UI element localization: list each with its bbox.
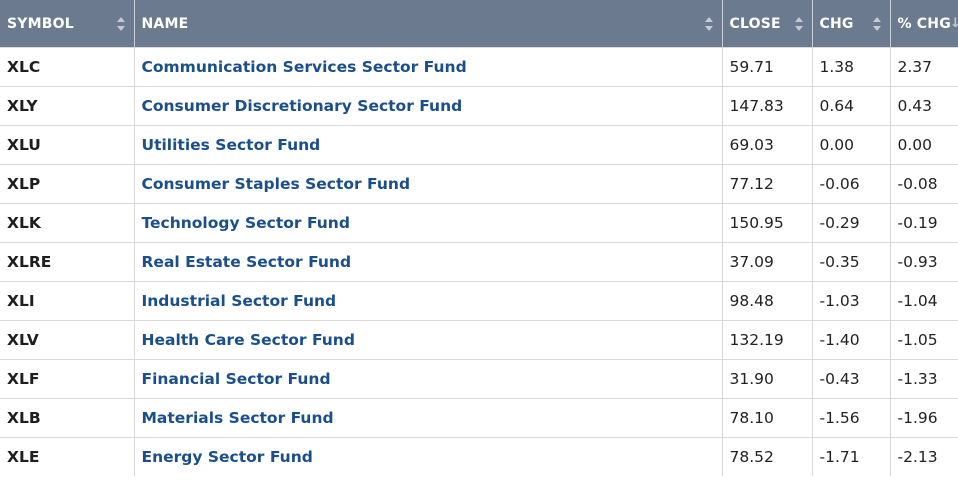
close-cell: 37.09 [722,242,813,282]
name-cell: Real Estate Sector Fund [134,242,723,282]
symbol-cell: XLC [0,47,135,87]
pct-chg-cell: 2.37 [890,47,958,87]
symbol-cell: XLRE [0,242,135,282]
sort-icon[interactable] [116,17,126,31]
pct-chg-cell: 0.00 [890,125,958,165]
chg-cell: 0.64 [812,86,891,126]
chg-cell: -1.71 [812,437,891,476]
pct-chg-cell: -1.05 [890,320,958,360]
close-cell: 150.95 [722,203,813,243]
chg-cell: -1.03 [812,281,891,321]
name-cell: Technology Sector Fund [134,203,723,243]
table-row[interactable]: XLC Communication Services Sector Fund 59.… [0,47,958,87]
fund-name-link[interactable]: Industrial Sector Fund [141,292,337,310]
chg-cell: -1.40 [812,320,891,360]
sort-icon[interactable] [872,17,882,31]
close-cell: 98.48 [722,281,813,321]
table-row[interactable]: XLRE Real Estate Sector Fund 37.09 -0.35 -0.… [0,242,958,282]
symbol-cell: XLV [0,320,135,360]
fund-name-link[interactable]: Consumer Discretionary Sector Fund [141,97,463,115]
name-cell: Energy Sector Fund [134,437,723,476]
pct-chg-cell: 0.43 [890,86,958,126]
pct-chg-cell: -1.04 [890,281,958,321]
name-cell: Consumer Discretionary Sector Fund [134,86,723,126]
name-cell: Industrial Sector Fund [134,281,723,321]
column-header-pct-chg[interactable]: % CHG ↓ [890,0,958,48]
close-cell: 147.83 [722,86,813,126]
chg-cell: -0.29 [812,203,891,243]
symbol-cell: XLI [0,281,135,321]
column-header-name-label: NAME [141,15,189,32]
symbol-cell: XLB [0,398,135,438]
symbol-cell: XLY [0,86,135,126]
table-row[interactable]: XLE Energy Sector Fund 78.52 -1.71 -2.13 [0,437,958,476]
pct-chg-cell: -1.33 [890,359,958,399]
fund-name-link[interactable]: Communication Services Sector Fund [141,58,467,76]
name-cell: Materials Sector Fund [134,398,723,438]
column-header-pct-chg-label: % CHG [897,15,951,32]
table-row[interactable]: XLY Consumer Discretionary Sector Fund 147… [0,86,958,126]
chg-cell: -1.56 [812,398,891,438]
column-header-close-label: CLOSE [729,15,781,32]
fund-name-link[interactable]: Technology Sector Fund [141,214,350,232]
fund-name-link[interactable]: Consumer Staples Sector Fund [141,175,411,193]
table-row[interactable]: XLV Health Care Sector Fund 132.19 -1.40 -1.… [0,320,958,360]
close-cell: 69.03 [722,125,813,165]
name-cell: Utilities Sector Fund [134,125,723,165]
header-row: SYMBOL NAME CLOSE CHG % CHG ↓ [0,0,958,48]
table-header: SYMBOL NAME CLOSE CHG % CHG ↓ [0,0,958,48]
name-cell: Consumer Staples Sector Fund [134,164,723,204]
table-row[interactable]: XLI Industrial Sector Fund 98.48 -1.03 -1.04 [0,281,958,321]
symbol-cell: XLF [0,359,135,399]
fund-name-link[interactable]: Real Estate Sector Fund [141,253,352,271]
chg-cell: 0.00 [812,125,891,165]
close-cell: 59.71 [722,47,813,87]
table-row[interactable]: XLB Materials Sector Fund 78.10 -1.56 -1.96 [0,398,958,438]
table-row[interactable]: XLP Consumer Staples Sector Fund 77.12 -0.0… [0,164,958,204]
name-cell: Health Care Sector Fund [134,320,723,360]
pct-chg-cell: -2.13 [890,437,958,476]
sort-icon[interactable] [794,17,804,31]
symbol-cell: XLE [0,437,135,476]
fund-name-link[interactable]: Energy Sector Fund [141,448,313,466]
table-row[interactable]: XLU Utilities Sector Fund 69.03 0.00 0.00 [0,125,958,165]
close-cell: 78.52 [722,437,813,476]
column-header-symbol-label: SYMBOL [7,15,74,32]
symbol-cell: XLK [0,203,135,243]
column-header-name[interactable]: NAME [134,0,723,48]
column-header-close[interactable]: CLOSE [722,0,813,48]
column-header-chg[interactable]: CHG [812,0,891,48]
table-body: XLC Communication Services Sector Fund 59.… [0,47,958,476]
fund-name-link[interactable]: Health Care Sector Fund [141,331,355,349]
close-cell: 78.10 [722,398,813,438]
pct-chg-cell: -0.08 [890,164,958,204]
sort-icon[interactable] [704,17,714,31]
pct-chg-cell: -0.93 [890,242,958,282]
pct-chg-cell: -0.19 [890,203,958,243]
table-row[interactable]: XLF Financial Sector Fund 31.90 -0.43 -1.33 [0,359,958,399]
chg-cell: -0.43 [812,359,891,399]
symbol-cell: XLU [0,125,135,165]
close-cell: 132.19 [722,320,813,360]
column-header-chg-label: CHG [819,15,854,32]
close-cell: 31.90 [722,359,813,399]
fund-name-link[interactable]: Financial Sector Fund [141,370,331,388]
column-header-symbol[interactable]: SYMBOL [0,0,135,48]
name-cell: Financial Sector Fund [134,359,723,399]
close-cell: 77.12 [722,164,813,204]
table-row[interactable]: XLK Technology Sector Fund 150.95 -0.29 -0.1… [0,203,958,243]
name-cell: Communication Services Sector Fund [134,47,723,87]
fund-name-link[interactable]: Materials Sector Fund [141,409,334,427]
pct-chg-cell: -1.96 [890,398,958,438]
chg-cell: 1.38 [812,47,891,87]
sort-descending-icon[interactable]: ↓ [950,16,958,31]
symbol-cell: XLP [0,164,135,204]
chg-cell: -0.35 [812,242,891,282]
fund-name-link[interactable]: Utilities Sector Fund [141,136,321,154]
chg-cell: -0.06 [812,164,891,204]
